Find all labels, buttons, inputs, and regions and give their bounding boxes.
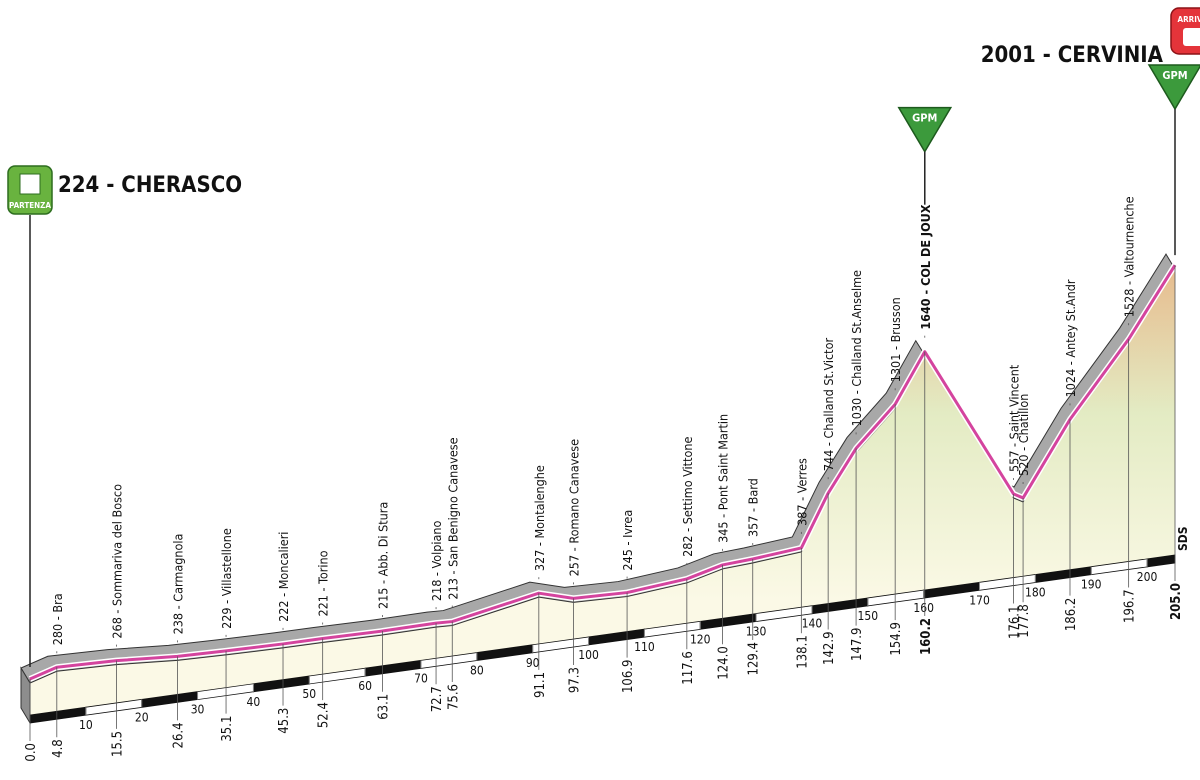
waypoint-label: 238 - Carmagnola bbox=[170, 534, 185, 635]
km-label: 186.2 bbox=[1064, 598, 1079, 631]
km-tick-label: 30 bbox=[191, 703, 205, 717]
gpm-icon bbox=[897, 106, 953, 154]
waypoint-label: 1024 - Antey St.Andr bbox=[1063, 279, 1078, 397]
profile-area bbox=[30, 269, 1175, 715]
km-label: 142.9 bbox=[822, 631, 837, 664]
gpm-label: GPM bbox=[1162, 69, 1187, 82]
km-tick-label: 200 bbox=[1137, 570, 1158, 584]
waypoint-label: 1528 - Valtournenche bbox=[1122, 196, 1137, 317]
km-label: 4.8 bbox=[51, 739, 66, 758]
waypoint-label: 345 - Pont Saint Martin bbox=[716, 414, 731, 543]
km-label: 124.0 bbox=[717, 646, 732, 679]
km-label: 177.8 bbox=[1017, 604, 1032, 637]
km-tick-label: 10 bbox=[79, 718, 93, 732]
waypoint-label: 1640 - COL DE JOUX bbox=[918, 204, 933, 329]
waypoint-label: 215 - Abb. Di Stura bbox=[375, 502, 390, 609]
finish-label: 2001 - CERVINIA bbox=[981, 43, 1164, 68]
km-label: 154.9 bbox=[889, 622, 904, 655]
waypoint-label: 557 - Saint Vincent bbox=[1007, 364, 1022, 472]
km-label: 15.5 bbox=[111, 731, 126, 757]
gpm-icon bbox=[1147, 64, 1200, 111]
km-label: 63.1 bbox=[376, 694, 391, 720]
waypoint-label: 221 - Torino bbox=[316, 550, 331, 616]
km-label: 75.6 bbox=[446, 684, 461, 710]
km-label: 117.6 bbox=[681, 651, 696, 684]
km-label: 91.1 bbox=[533, 672, 548, 698]
km-label: 97.3 bbox=[567, 667, 582, 693]
waypoint-label: 327 - Montalenghe bbox=[532, 465, 547, 571]
km-tick-label: 100 bbox=[578, 648, 599, 662]
start-marker-label: PARTENZA bbox=[9, 201, 51, 210]
waypoint-label: 357 - Bard bbox=[746, 478, 761, 537]
waypoint-label: 1030 - Challand St.Anselme bbox=[849, 270, 864, 426]
profile-line bbox=[29, 264, 1177, 681]
gpm-label: GPM bbox=[912, 112, 937, 125]
km-tick-label: 190 bbox=[1081, 578, 1102, 592]
waypoint-label: 218 - Volpiano bbox=[429, 520, 444, 601]
finish-symbol bbox=[1183, 28, 1200, 46]
finish-marker-label: ARRIVO bbox=[1178, 15, 1200, 24]
km-label: 26.4 bbox=[171, 722, 186, 748]
km-tick-label: 50 bbox=[302, 687, 316, 701]
km-label: 160.2 bbox=[919, 618, 934, 655]
waypoint-label: 268 - Sommariva del Bosco bbox=[110, 484, 125, 639]
km-tick-label: 70 bbox=[414, 671, 428, 685]
km-label: 129.4 bbox=[747, 642, 762, 675]
km-tick-label: 80 bbox=[470, 664, 484, 678]
km-tick-label: 120 bbox=[690, 632, 711, 646]
km-tick-label: 40 bbox=[247, 695, 261, 709]
waypoint-label: 229 - Villastellone bbox=[219, 528, 234, 629]
waypoint-label: 213 - San Benigno Canavese bbox=[445, 437, 460, 599]
waypoint-label: 245 - Ivrea bbox=[620, 510, 635, 571]
km-tick-label: 160 bbox=[913, 601, 934, 615]
waypoint-label: 280 - Bra bbox=[50, 593, 65, 645]
waypoint-label: 520 - Chatillon bbox=[1016, 394, 1031, 476]
km-label: 72.7 bbox=[430, 686, 445, 712]
km-tick-label: 140 bbox=[802, 617, 823, 631]
km-label: 205.0 bbox=[1169, 583, 1184, 620]
waypoint-label: 387 - Verres bbox=[794, 458, 809, 526]
km-label: 106.9 bbox=[621, 660, 636, 693]
km-label: 196.7 bbox=[1123, 589, 1138, 622]
km-tick-label: 20 bbox=[135, 710, 149, 724]
km-tick-label: 180 bbox=[1025, 586, 1046, 600]
start-flag bbox=[19, 173, 41, 195]
km-label: 147.9 bbox=[850, 628, 865, 661]
km-label: 35.1 bbox=[220, 716, 235, 742]
km-tick-label: 170 bbox=[969, 593, 990, 607]
km-label: 45.3 bbox=[277, 708, 292, 734]
waypoint-label: 1301 - Brusson bbox=[888, 297, 903, 382]
km-tick-label: 90 bbox=[526, 656, 540, 670]
waypoint-label: 257 - Romano Canavese bbox=[566, 439, 581, 576]
km-tick-label: 110 bbox=[634, 640, 655, 654]
km-tick-label: 60 bbox=[358, 679, 372, 693]
km-tick-label: 130 bbox=[746, 625, 767, 639]
km-label: 176.1 bbox=[1008, 606, 1023, 639]
waypoint-label: 744 - Challand St.Victor bbox=[821, 338, 836, 472]
start-label: 224 - CHERASCO bbox=[58, 173, 242, 198]
waypoint-label: 282 - Settimo Vittone bbox=[680, 437, 695, 557]
sprint-label: SDS bbox=[1176, 526, 1190, 551]
waypoint-label: 222 - Moncalieri bbox=[276, 532, 291, 622]
km-tick-label: 150 bbox=[858, 609, 879, 623]
km-label: 52.4 bbox=[317, 702, 332, 728]
km-label: 0.0 bbox=[24, 743, 39, 762]
km-label: 138.1 bbox=[795, 635, 810, 668]
